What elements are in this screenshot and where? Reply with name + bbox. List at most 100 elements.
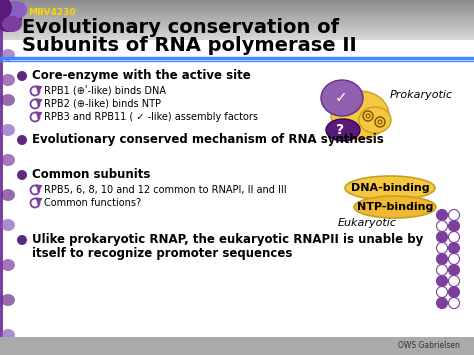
Ellipse shape: [1, 259, 15, 271]
Ellipse shape: [359, 107, 391, 133]
Ellipse shape: [1, 189, 15, 201]
Text: ✓: ✓: [335, 91, 347, 105]
Circle shape: [437, 286, 447, 297]
Text: DNA-binding: DNA-binding: [351, 183, 429, 193]
Text: RPB1 (⊕ʹ-like) binds DNA: RPB1 (⊕ʹ-like) binds DNA: [44, 86, 166, 96]
Ellipse shape: [0, 0, 12, 18]
FancyBboxPatch shape: [0, 39, 474, 40]
FancyBboxPatch shape: [0, 7, 474, 8]
Text: Ulike prokaryotic RNAP, the eukaryotic RNAPII is unable by: Ulike prokaryotic RNAP, the eukaryotic R…: [32, 234, 423, 246]
Circle shape: [17, 71, 27, 81]
FancyBboxPatch shape: [0, 12, 474, 13]
Ellipse shape: [1, 124, 15, 136]
Circle shape: [17, 235, 27, 245]
Ellipse shape: [5, 1, 27, 19]
Circle shape: [448, 209, 459, 220]
Ellipse shape: [345, 176, 435, 200]
FancyBboxPatch shape: [0, 9, 474, 10]
Text: Subunits of RNA polymerase II: Subunits of RNA polymerase II: [22, 36, 356, 55]
Circle shape: [448, 220, 459, 231]
Ellipse shape: [0, 4, 22, 32]
Text: Evolutionary conservation of: Evolutionary conservation of: [22, 18, 339, 37]
FancyBboxPatch shape: [0, 11, 474, 12]
FancyBboxPatch shape: [0, 36, 474, 37]
Circle shape: [437, 264, 447, 275]
FancyBboxPatch shape: [0, 29, 474, 30]
Circle shape: [17, 135, 27, 145]
FancyBboxPatch shape: [0, 26, 474, 27]
FancyBboxPatch shape: [0, 31, 474, 32]
Text: ?: ?: [336, 123, 344, 137]
FancyBboxPatch shape: [0, 10, 474, 11]
FancyBboxPatch shape: [0, 24, 474, 25]
Text: OWS Gabrielsen: OWS Gabrielsen: [398, 342, 460, 350]
Circle shape: [437, 242, 447, 253]
Text: Prokaryotic: Prokaryotic: [390, 90, 453, 100]
FancyBboxPatch shape: [0, 27, 474, 28]
FancyBboxPatch shape: [0, 18, 474, 19]
FancyBboxPatch shape: [0, 2, 474, 3]
Text: Common functions?: Common functions?: [44, 198, 141, 208]
FancyBboxPatch shape: [0, 33, 474, 34]
Text: RPB5, 6, 8, 10 and 12 common to RNAPI, II and III: RPB5, 6, 8, 10 and 12 common to RNAPI, I…: [44, 185, 287, 195]
FancyBboxPatch shape: [0, 19, 474, 20]
FancyBboxPatch shape: [0, 32, 474, 33]
Circle shape: [437, 209, 447, 220]
Ellipse shape: [354, 196, 436, 218]
Text: Core-enzyme with the active site: Core-enzyme with the active site: [32, 70, 251, 82]
Circle shape: [448, 242, 459, 253]
FancyBboxPatch shape: [0, 3, 474, 4]
FancyBboxPatch shape: [0, 35, 474, 36]
FancyBboxPatch shape: [0, 28, 474, 29]
FancyBboxPatch shape: [0, 23, 474, 24]
FancyBboxPatch shape: [0, 37, 474, 38]
FancyBboxPatch shape: [0, 4, 474, 5]
FancyBboxPatch shape: [0, 21, 474, 22]
FancyBboxPatch shape: [0, 8, 474, 9]
FancyBboxPatch shape: [0, 38, 474, 39]
Text: Common subunits: Common subunits: [32, 169, 150, 181]
Ellipse shape: [1, 94, 15, 106]
FancyBboxPatch shape: [0, 5, 474, 6]
FancyBboxPatch shape: [0, 6, 474, 7]
Ellipse shape: [331, 91, 389, 139]
Circle shape: [448, 297, 459, 308]
Circle shape: [437, 253, 447, 264]
FancyBboxPatch shape: [0, 30, 474, 31]
FancyBboxPatch shape: [0, 13, 474, 14]
Circle shape: [448, 231, 459, 242]
Text: Evolutionary conserved mechanism of RNA synthesis: Evolutionary conserved mechanism of RNA …: [32, 133, 384, 147]
FancyBboxPatch shape: [0, 22, 474, 23]
Ellipse shape: [1, 74, 15, 86]
FancyBboxPatch shape: [0, 62, 474, 347]
Text: itself to recognize promoter sequences: itself to recognize promoter sequences: [32, 247, 292, 261]
Text: Eukaryotic: Eukaryotic: [338, 218, 397, 228]
Circle shape: [448, 286, 459, 297]
FancyBboxPatch shape: [0, 337, 474, 355]
FancyBboxPatch shape: [0, 0, 3, 355]
Ellipse shape: [1, 294, 15, 306]
Text: MBV4230: MBV4230: [28, 8, 75, 17]
Ellipse shape: [326, 119, 360, 141]
Ellipse shape: [321, 80, 363, 116]
Ellipse shape: [2, 16, 22, 32]
Circle shape: [17, 170, 27, 180]
Circle shape: [437, 297, 447, 308]
FancyBboxPatch shape: [0, 15, 474, 16]
Ellipse shape: [1, 219, 15, 231]
Text: NTP-binding: NTP-binding: [357, 202, 433, 212]
Ellipse shape: [1, 329, 15, 341]
Circle shape: [448, 264, 459, 275]
FancyBboxPatch shape: [0, 25, 474, 26]
Ellipse shape: [1, 154, 15, 166]
Text: RPB2 (⊕-like) binds NTP: RPB2 (⊕-like) binds NTP: [44, 99, 161, 109]
Circle shape: [448, 253, 459, 264]
FancyBboxPatch shape: [0, 20, 474, 21]
Circle shape: [448, 275, 459, 286]
Circle shape: [437, 220, 447, 231]
Ellipse shape: [1, 49, 15, 61]
FancyBboxPatch shape: [0, 0, 474, 1]
Circle shape: [437, 231, 447, 242]
FancyBboxPatch shape: [0, 1, 474, 2]
FancyBboxPatch shape: [0, 34, 474, 35]
